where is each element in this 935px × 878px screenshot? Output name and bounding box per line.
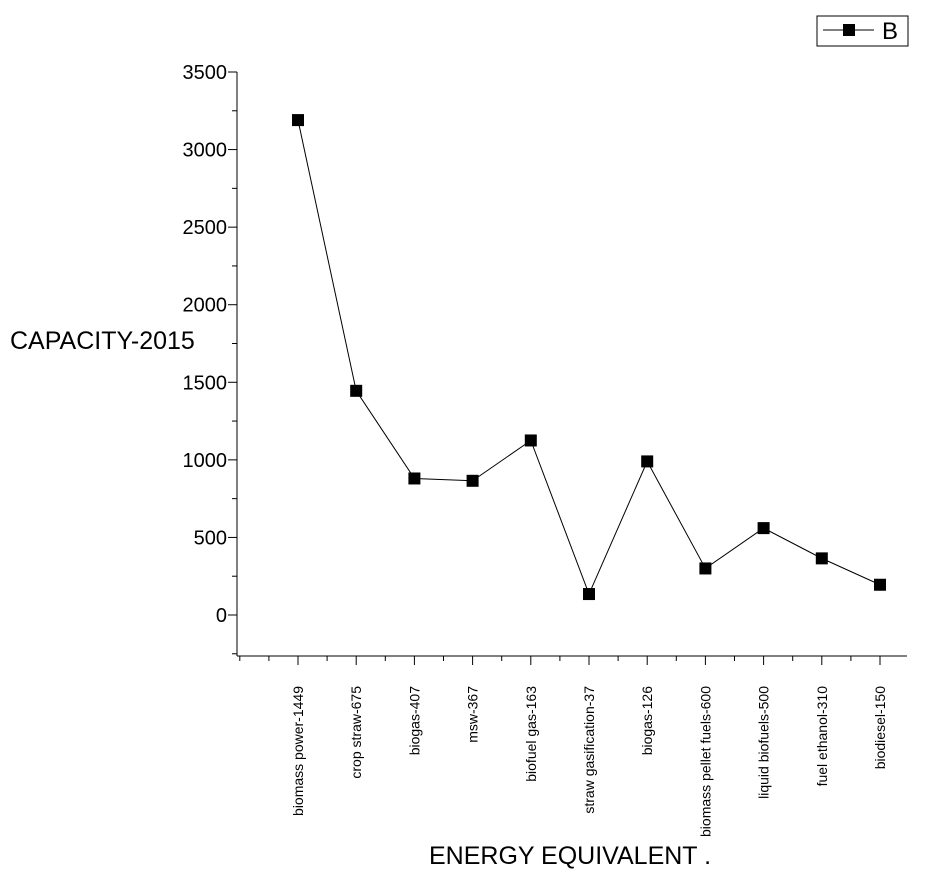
y-tick-label: 2500 (183, 217, 228, 239)
data-point (757, 522, 770, 535)
y-tick-label: 3500 (183, 62, 228, 84)
x-tick-label: biomass pellet fuels-600 (697, 686, 713, 837)
x-tick-label: fuel ethanol-310 (814, 686, 830, 787)
data-point (874, 578, 886, 591)
x-tick-label: liquid biofuels-500 (756, 686, 772, 799)
y-tick-label: 1000 (183, 450, 228, 472)
series-layer (292, 114, 886, 601)
x-tick-label: straw gasification-37 (581, 686, 597, 814)
y-axis: 0 500 1000 1500 2000 2500 3000 3500 (183, 62, 238, 656)
series-line (297, 119, 881, 596)
x-tick-label: biodiesel-150 (872, 686, 888, 769)
x-tick-label: biogas-407 (406, 686, 422, 755)
x-axis-title: ENERGY EQUIVALENT . (429, 842, 711, 870)
data-point (815, 552, 828, 565)
legend-box (816, 15, 909, 47)
x-tick-label: biomass power-1449 (290, 686, 306, 816)
x-tick-label: biofuel gas-163 (523, 686, 539, 782)
y-tick-label: 1500 (183, 372, 228, 394)
data-point (699, 562, 712, 575)
data-point (641, 455, 654, 468)
data-point (466, 474, 479, 487)
data-point (408, 472, 421, 485)
x-tick-label: biogas-126 (639, 686, 655, 755)
x-tick-label: crop straw-675 (348, 686, 364, 779)
y-axis-title: CAPACITY-2015 (10, 327, 195, 355)
data-point (524, 434, 537, 447)
y-tick-label: 0 (216, 605, 227, 627)
data-point (292, 114, 304, 127)
legend-marker (843, 24, 855, 36)
y-tick-label: 500 (194, 527, 227, 549)
y-tick-label: 2000 (183, 295, 228, 317)
legend: B (816, 15, 909, 47)
x-tick-label: msw-367 (465, 686, 481, 743)
x-axis: biomass power-1449 crop straw-675 biogas-4… (237, 655, 907, 837)
data-point (583, 588, 595, 601)
y-tick-label: 3000 (183, 140, 228, 162)
legend-label: B (882, 18, 898, 45)
data-point (350, 384, 363, 397)
